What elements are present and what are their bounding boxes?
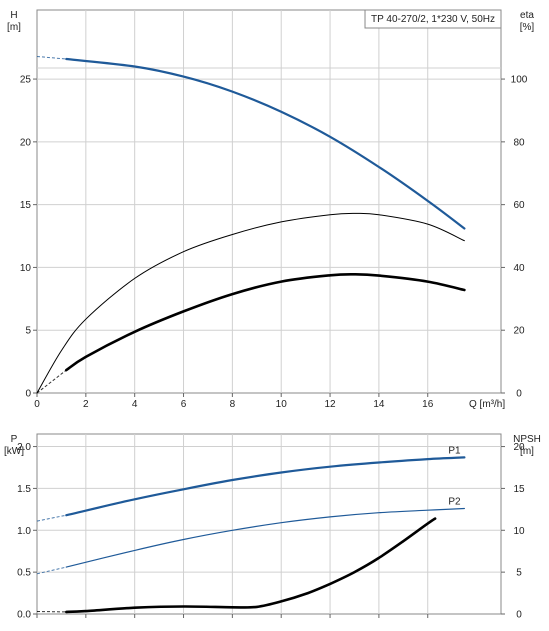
panel1-title: TP 40-270/2, 1*230 V, 50Hz — [371, 14, 495, 25]
panel2-series-p2-label: P2 — [448, 497, 461, 508]
panel2-left-tick-label: 0.0 — [17, 610, 31, 621]
panel1-right-tick-label: 40 — [513, 263, 525, 274]
panel1-x-axis-label: Q [m³/h] — [469, 399, 505, 410]
panel1-right-tick-label: 80 — [513, 137, 525, 148]
panel1-x-tick-label: 6 — [181, 399, 187, 410]
panel1-x-tick-label: 10 — [276, 399, 288, 410]
panel2-series-p1-label: P1 — [448, 445, 461, 456]
panel1-right-tick-label: 60 — [513, 200, 525, 211]
panel1-right-tick-label: 20 — [513, 326, 525, 337]
panel2-right-tick-label: 15 — [513, 484, 525, 495]
panel1-right-axis-name: eta — [520, 10, 534, 21]
panel2-right-tick-label: 5 — [516, 568, 522, 579]
panel2-right-axis-unit: [m] — [520, 446, 534, 457]
panel1-left-tick-label: 10 — [20, 263, 32, 274]
panel1-left-tick-label: 25 — [20, 75, 32, 86]
panel2-left-tick-label: 0.5 — [17, 568, 31, 579]
panel1-x-tick-label: 0 — [34, 399, 40, 410]
panel1-x-tick-label: 8 — [230, 399, 236, 410]
panel1-x-tick-label: 4 — [132, 399, 138, 410]
panel1-x-tick-label: 14 — [373, 399, 385, 410]
panel1-x-tick-label: 2 — [83, 399, 89, 410]
panel1-left-tick-label: 0 — [25, 389, 31, 400]
panel2-right-tick-label: 10 — [513, 526, 525, 537]
panel1-left-axis-unit: [m] — [7, 22, 21, 33]
panel2-left-tick-label: 1.0 — [17, 526, 31, 537]
panel1-x-tick-label: 16 — [422, 399, 434, 410]
panel1-left-tick-label: 15 — [20, 200, 32, 211]
panel1-right-axis-unit: [%] — [520, 22, 535, 33]
panel2-left-tick-label: 1.5 — [17, 484, 31, 495]
panel2-left-axis-name: P — [11, 434, 18, 445]
panel1-left-tick-label: 20 — [20, 137, 32, 148]
panel1-plot-frame — [37, 10, 501, 393]
panel2-right-axis-name: NPSH — [513, 434, 541, 445]
panel2-right-tick-label: 0 — [516, 610, 522, 621]
panel2-left-axis-unit: [kW] — [4, 446, 24, 457]
panel1-x-tick-label: 12 — [324, 399, 336, 410]
panel1-left-tick-label: 5 — [25, 326, 31, 337]
panel1-left-axis-name: H — [10, 10, 17, 21]
panel1-right-tick-label: 0 — [516, 389, 522, 400]
panel1-right-tick-label: 100 — [511, 75, 528, 86]
